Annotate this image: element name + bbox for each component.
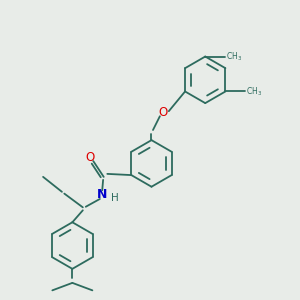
Text: H: H [111, 193, 118, 203]
Text: $\mathregular{CH_3}$: $\mathregular{CH_3}$ [246, 85, 262, 98]
Text: $\mathregular{CH_3}$: $\mathregular{CH_3}$ [226, 50, 242, 63]
Text: N: N [97, 188, 107, 201]
Text: O: O [159, 106, 168, 119]
Text: O: O [86, 151, 95, 164]
